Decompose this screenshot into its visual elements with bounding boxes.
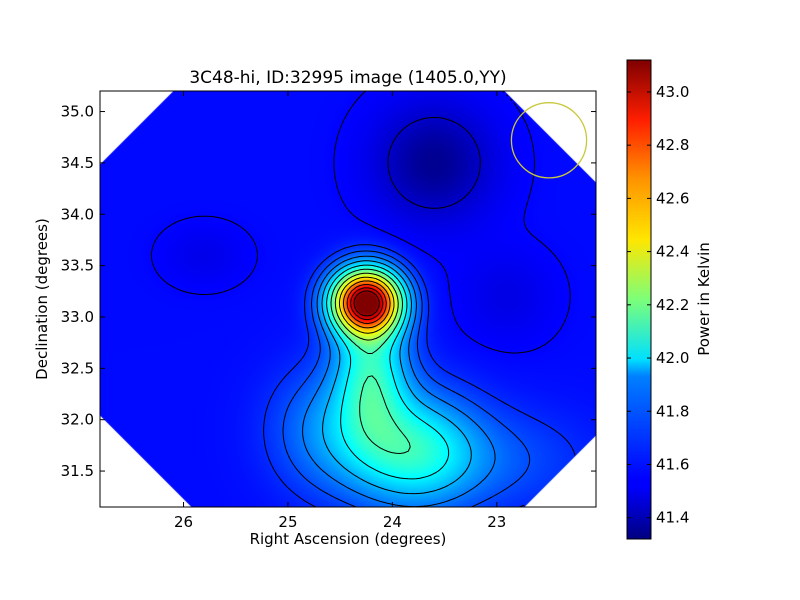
x-axis-ticks: 26 25 24 23 [174, 91, 506, 531]
contour-line [326, 264, 450, 480]
contour-line [282, 250, 531, 507]
contour-line [353, 290, 380, 317]
x-tick-label: 23 [487, 513, 506, 531]
colorbar-tick-label: 42.2 [656, 296, 689, 314]
x-tick-label: 25 [278, 513, 297, 531]
y-tick-label: 32.5 [61, 359, 94, 377]
contour-line [150, 91, 571, 354]
x-axis-label: Right Ascension (degrees) [250, 530, 447, 548]
y-tick-label: 35.0 [61, 103, 94, 121]
colorbar-tick-label: 41.8 [656, 402, 689, 420]
beam-circle [510, 102, 588, 179]
colorbar-tick-label: 42.0 [656, 349, 689, 367]
x-tick-label: 26 [174, 513, 193, 531]
y-tick-label: 33.0 [61, 308, 94, 326]
contour-line [387, 117, 481, 209]
contour-line [342, 280, 391, 329]
colorbar-tick-label: 42.6 [656, 189, 689, 207]
y-axis-ticks: 31.5 32.0 32.5 33.0 33.5 34.0 34.5 35.0 [61, 103, 596, 480]
x-tick-label: 24 [383, 513, 402, 531]
y-tick-label: 34.5 [61, 154, 94, 172]
colorbar-label: Power in Kelvin [695, 242, 713, 356]
contour-line [334, 272, 399, 341]
contour-line [263, 244, 576, 507]
contour-lines [150, 91, 576, 507]
y-axis-label: Declination (degrees) [33, 218, 51, 380]
y-tick-label: 34.0 [61, 205, 94, 223]
y-tick-label: 33.5 [61, 257, 94, 275]
contour-line [330, 268, 411, 454]
colorbar-tick-label: 41.4 [656, 509, 689, 527]
colorbar-tick-label: 43.0 [656, 83, 689, 101]
colorbar-tick-label: 41.6 [656, 455, 689, 473]
colorbar-tick-label: 42.4 [656, 243, 689, 261]
colorbar-tick-label: 42.8 [656, 136, 689, 154]
plot-area: 26 25 24 23 31.5 32.0 32.5 33.0 33.5 34.0 34.5 35.… [61, 90, 597, 531]
contour-line [346, 284, 387, 324]
contour-line [338, 276, 395, 334]
contour-line [350, 287, 384, 321]
chart-title: 3C48-hi, ID:32995 image (1405.0,YY) [189, 68, 506, 88]
contour-line [302, 255, 496, 507]
y-tick-label: 32.0 [61, 411, 94, 429]
plot-frame [99, 90, 597, 508]
colorbar: 41.4 41.6 41.8 42.0 42.2 42.4 42.6 42.8 43.0 Pow… [626, 59, 713, 540]
y-tick-label: 31.5 [61, 462, 94, 480]
colorbar-gradient [626, 59, 652, 540]
colorbar-ticks: 41.4 41.6 41.8 42.0 42.2 42.4 42.6 42.8 43.0 [627, 83, 689, 527]
contour-line [321, 260, 472, 495]
